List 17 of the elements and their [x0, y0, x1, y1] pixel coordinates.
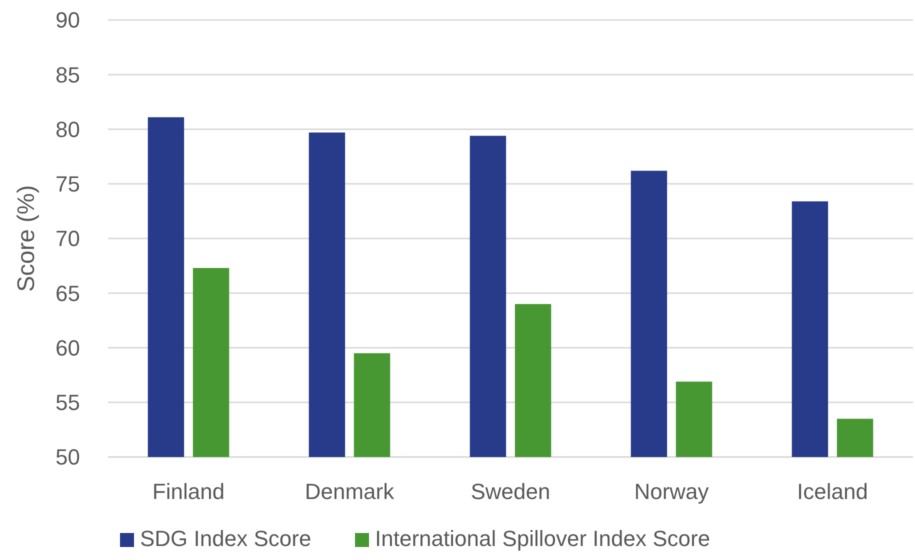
x-tick-label: Iceland — [797, 479, 868, 504]
x-tick-label: Finland — [152, 479, 225, 504]
x-tick-label: Sweden — [470, 479, 550, 504]
y-tick-label: 50 — [56, 444, 80, 470]
x-tick-label: Denmark — [304, 479, 396, 504]
y-tick-label: 80 — [56, 116, 80, 142]
y-tick-label: 70 — [56, 226, 80, 252]
y-axis-title: Score (%) — [13, 185, 40, 292]
y-tick-label: 90 — [56, 8, 80, 33]
y-tick-label: 65 — [56, 280, 80, 306]
y-tick-label: 85 — [56, 62, 80, 88]
y-tick-label: 75 — [56, 172, 80, 197]
y-tick-label: 60 — [56, 335, 80, 360]
x-tick-label: Norway — [634, 479, 709, 504]
legend-label: International Spillover Index Score — [375, 526, 710, 551]
y-tick-label: 55 — [56, 390, 80, 416]
legend-label: SDG Index Score — [140, 526, 312, 551]
